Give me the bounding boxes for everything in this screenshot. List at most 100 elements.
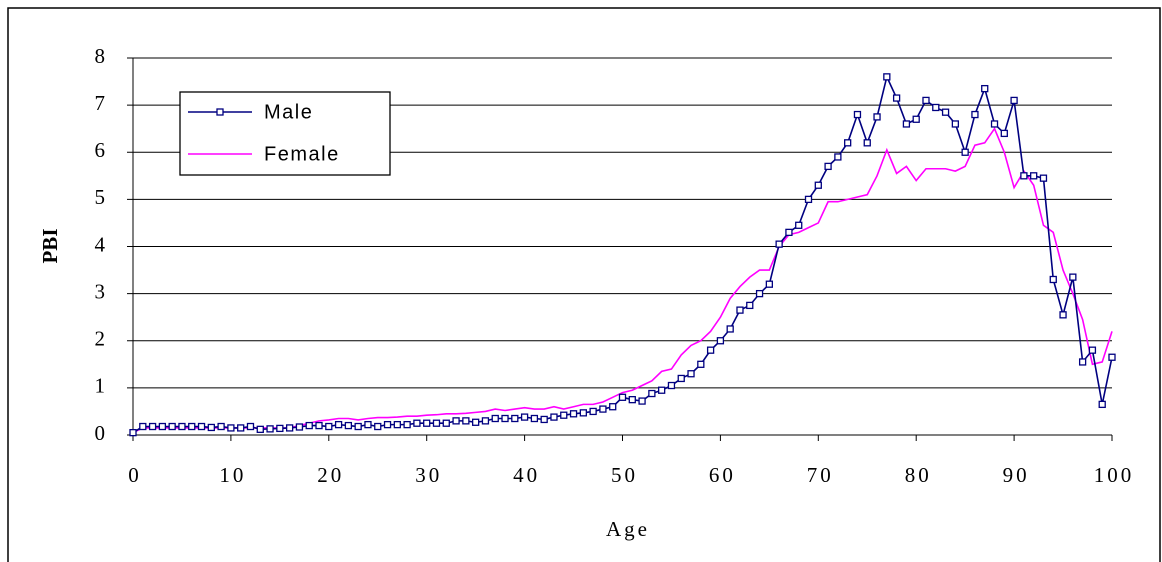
legend-label: Male — [264, 101, 313, 123]
y-tick-label: 4 — [95, 232, 106, 256]
point-marker — [217, 422, 225, 431]
point-marker — [892, 94, 901, 102]
point-marker — [853, 110, 862, 119]
point-marker — [325, 422, 333, 431]
point-marker — [589, 407, 597, 416]
point-marker — [1049, 275, 1057, 284]
point-marker — [266, 425, 274, 433]
chart-frame — [7, 7, 1161, 562]
point-marker — [1069, 273, 1077, 281]
point-marker — [471, 418, 480, 426]
point-marker — [197, 422, 206, 431]
point-marker — [1088, 346, 1097, 354]
point-marker — [423, 419, 431, 427]
y-tick-label: 5 — [95, 185, 106, 209]
point-marker — [462, 417, 470, 425]
point-marker — [530, 414, 539, 423]
y-axis-label: PBI — [38, 228, 62, 263]
x-tick-label: 70 — [807, 463, 834, 487]
point-marker — [246, 422, 255, 431]
point-marker — [951, 120, 960, 128]
point-marker — [139, 422, 147, 431]
x-tick-label: 10 — [219, 463, 246, 487]
point-marker — [618, 393, 627, 401]
point-marker — [883, 73, 891, 81]
point-marker — [491, 414, 499, 423]
point-marker — [697, 360, 705, 368]
y-tick-label: 7 — [95, 91, 106, 115]
point-marker — [755, 289, 764, 298]
point-marker — [667, 381, 676, 390]
point-marker — [393, 420, 401, 429]
point-marker — [687, 370, 695, 378]
y-tick-label: 3 — [95, 279, 106, 303]
point-marker — [990, 120, 999, 128]
point-marker — [746, 301, 754, 310]
point-marker — [403, 420, 411, 429]
point-marker — [981, 84, 989, 93]
point-marker — [804, 195, 813, 204]
point-marker — [569, 410, 578, 418]
point-marker — [638, 397, 646, 405]
point-marker — [383, 420, 392, 429]
x-tick-label: 50 — [611, 463, 638, 487]
point-marker — [520, 413, 529, 421]
x-tick-label: 60 — [709, 463, 736, 487]
x-tick-label: 100 — [1094, 463, 1135, 487]
point-marker — [628, 396, 636, 404]
point-marker — [276, 424, 284, 433]
point-marker — [560, 411, 568, 419]
point-marker — [237, 424, 245, 432]
point-marker — [902, 120, 911, 128]
point-marker — [736, 306, 744, 314]
point-marker — [775, 240, 783, 248]
x-tick-label: 40 — [513, 463, 540, 487]
point-marker — [1098, 400, 1106, 409]
y-tick-label: 6 — [95, 138, 106, 162]
point-marker — [834, 153, 842, 161]
point-marker — [481, 417, 490, 425]
point-marker — [334, 420, 343, 429]
legend-box — [179, 91, 391, 176]
point-marker — [1078, 358, 1087, 366]
point-marker — [413, 419, 421, 427]
y-tick-label: 2 — [95, 327, 106, 351]
point-marker — [824, 162, 832, 171]
y-tick-label: 1 — [95, 374, 106, 398]
point-marker — [178, 422, 186, 431]
point-marker — [785, 228, 793, 237]
point-marker — [716, 337, 725, 345]
x-axis-label: Age — [606, 517, 650, 541]
point-marker — [1000, 129, 1008, 138]
point-marker — [579, 409, 587, 417]
point-marker — [315, 421, 323, 430]
point-marker — [511, 414, 519, 423]
point-marker — [540, 415, 548, 424]
point-marker — [442, 419, 450, 427]
point-marker — [207, 423, 215, 432]
x-tick-label: 30 — [415, 463, 442, 487]
point-marker — [1030, 172, 1038, 180]
point-marker — [550, 413, 558, 421]
point-marker — [912, 115, 920, 123]
point-marker — [1020, 172, 1028, 180]
point-marker — [1010, 96, 1018, 105]
point-marker — [158, 422, 167, 431]
point-marker — [726, 325, 734, 333]
y-tick-label: 8 — [95, 44, 106, 68]
legend-marker — [216, 108, 224, 116]
point-marker — [148, 422, 157, 431]
point-marker — [1039, 174, 1048, 182]
point-marker — [168, 422, 176, 431]
point-marker — [658, 386, 666, 394]
point-marker — [814, 181, 822, 189]
point-marker — [1108, 353, 1116, 361]
legend-label: Female — [264, 143, 340, 165]
point-marker — [765, 280, 773, 288]
point-marker — [873, 113, 881, 121]
point-marker — [961, 148, 969, 156]
point-marker — [1059, 311, 1067, 319]
point-marker — [432, 419, 441, 427]
x-tick-label: 80 — [905, 463, 932, 487]
point-marker — [344, 421, 353, 430]
